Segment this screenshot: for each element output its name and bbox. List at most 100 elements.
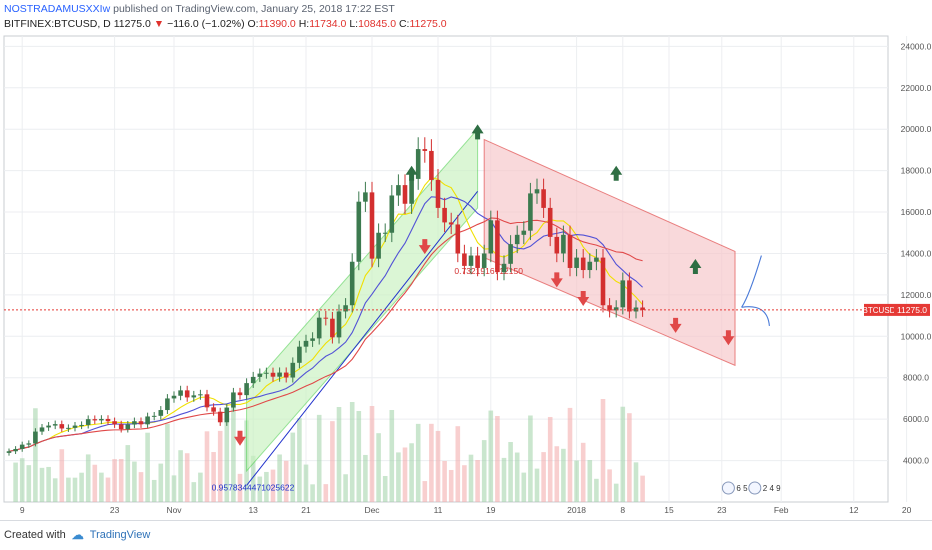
candle-body	[33, 431, 38, 444]
volume-bar	[442, 460, 447, 502]
volume-bar	[85, 454, 91, 502]
volume-bar	[237, 473, 243, 502]
volume-bar	[613, 483, 619, 502]
x-tick-label: Feb	[774, 505, 789, 515]
volume-bar	[501, 457, 507, 502]
open-label: O:	[247, 18, 259, 30]
tradingview-logo-icon: ☁	[71, 528, 84, 542]
volume-bar	[132, 461, 137, 502]
volume-bar	[435, 430, 441, 502]
candle-body	[613, 307, 619, 311]
fib-label-red: 0.7321916712150	[454, 266, 523, 276]
candle-body	[382, 232, 388, 234]
volume-bar	[158, 463, 164, 502]
volume-bar	[59, 449, 65, 502]
candle-body	[468, 255, 474, 266]
volume-bar	[270, 469, 276, 502]
volume-bar	[92, 464, 98, 502]
volume-bar	[138, 472, 144, 502]
candle-body	[237, 392, 243, 396]
volume-bar	[112, 459, 117, 502]
candle-body	[19, 444, 25, 449]
arrow-down-icon	[550, 272, 563, 288]
volume-bar	[19, 458, 25, 502]
published-text: published on TradingView.com, January 25…	[113, 3, 395, 15]
volume-bar	[481, 440, 487, 502]
candle-body	[567, 234, 573, 268]
volume-bar	[39, 467, 45, 502]
volume-bar	[336, 407, 342, 502]
volume-bar	[382, 476, 388, 502]
y-tick-label: 18000.0	[901, 166, 932, 176]
candle-body	[105, 418, 111, 422]
volume-bar	[184, 453, 190, 502]
candle-body	[26, 443, 32, 445]
candle-body	[481, 253, 487, 268]
candle-body	[99, 418, 104, 421]
candle-body	[396, 185, 401, 196]
x-tick-label: 11	[434, 505, 443, 515]
arrow-down-icon	[669, 317, 682, 333]
created-with-text: Created with	[4, 529, 66, 541]
candle-body	[191, 395, 197, 398]
volume-bar	[257, 476, 263, 502]
volume-bar	[429, 423, 434, 502]
volume-bar	[145, 432, 150, 502]
price-symbol-label: BTCUSD	[863, 306, 896, 315]
volume-bar	[541, 452, 546, 502]
candle-body	[448, 222, 454, 225]
candle-body	[316, 317, 322, 339]
candle-body	[356, 201, 362, 262]
volume-bar	[409, 443, 414, 502]
tradingview-link[interactable]: TradingView	[89, 529, 151, 541]
volume-bar	[303, 464, 309, 502]
candle-body	[72, 425, 78, 428]
volume-bar	[316, 414, 322, 502]
volume-bar	[171, 475, 177, 502]
candle-body	[409, 178, 414, 204]
fib-label-green: 0.9578344471025622	[212, 483, 295, 493]
volume-bar	[191, 482, 197, 502]
footer-divider	[0, 520, 932, 521]
candle-body	[92, 419, 98, 421]
y-tick-label: 22000.0	[901, 83, 932, 93]
candle-body	[303, 340, 309, 347]
candle-body	[330, 318, 335, 338]
arrow-down-icon	[234, 430, 246, 446]
volume-bar	[376, 433, 381, 502]
volume-bar	[547, 416, 553, 502]
candle-body	[178, 390, 183, 396]
x-tick-label: Dec	[364, 505, 380, 515]
candle-body	[165, 398, 170, 411]
symbol-label[interactable]: BITFINEX:BTCUSD, D	[4, 18, 111, 30]
candle-body	[145, 416, 150, 425]
candle-body	[171, 395, 177, 399]
x-tick-label: 8	[620, 505, 625, 515]
volume-bar	[402, 447, 408, 502]
volume-bar	[178, 450, 183, 502]
y-tick-label: 4000.0	[903, 456, 929, 466]
volume-bar	[323, 484, 329, 502]
y-tick-label: 16000.0	[901, 207, 932, 217]
candle-body	[462, 253, 467, 266]
candle-body	[402, 185, 408, 204]
candle-body	[580, 257, 586, 271]
candle-body	[495, 220, 500, 273]
publisher-user[interactable]: NOSTRADAMUSXXIw	[4, 3, 111, 15]
volume-bar	[462, 465, 467, 502]
volume-bar	[607, 469, 612, 502]
volume-bar	[224, 415, 230, 502]
volume-bar	[356, 411, 362, 502]
volume-bar	[204, 431, 210, 502]
projection-up-line	[741, 255, 762, 308]
volume-bar	[343, 474, 348, 502]
close-value: 11275.0	[409, 18, 447, 30]
candle-body	[244, 383, 249, 396]
candle-body	[138, 421, 144, 425]
candle-body	[349, 261, 355, 306]
candle-body	[415, 149, 421, 179]
candle-body	[422, 149, 428, 151]
volume-bar	[52, 478, 58, 502]
volume-bar	[125, 445, 131, 502]
